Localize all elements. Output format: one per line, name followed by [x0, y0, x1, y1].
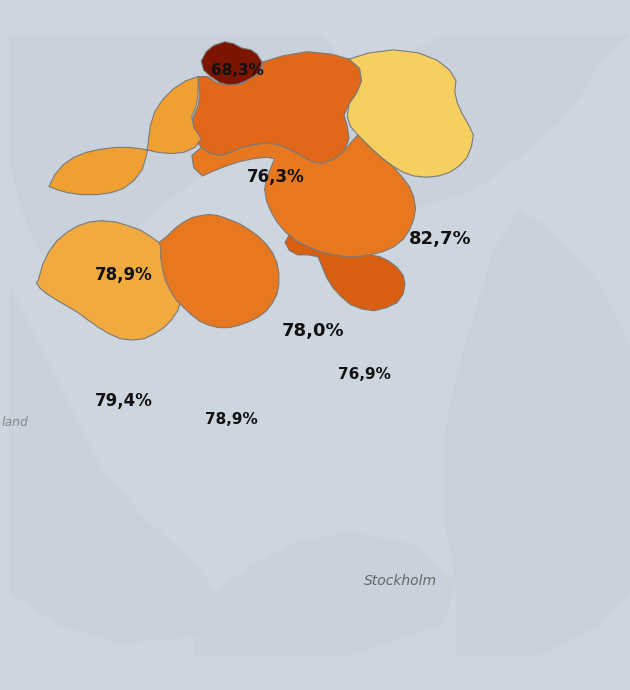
- Polygon shape: [195, 531, 456, 656]
- Polygon shape: [285, 235, 405, 310]
- Polygon shape: [201, 41, 262, 86]
- Text: 82,7%: 82,7%: [409, 230, 472, 248]
- Text: land: land: [1, 416, 28, 429]
- Text: 78,9%: 78,9%: [205, 412, 258, 427]
- Polygon shape: [192, 52, 363, 164]
- Polygon shape: [159, 215, 279, 328]
- Polygon shape: [49, 77, 201, 195]
- Polygon shape: [9, 34, 350, 283]
- Text: Stockholm: Stockholm: [364, 574, 437, 588]
- Polygon shape: [192, 135, 416, 257]
- Text: 68,3%: 68,3%: [211, 63, 264, 78]
- Polygon shape: [37, 221, 183, 340]
- Polygon shape: [347, 50, 473, 177]
- Text: 79,4%: 79,4%: [94, 392, 152, 410]
- Text: 76,3%: 76,3%: [247, 168, 305, 186]
- Polygon shape: [9, 283, 226, 643]
- Text: 76,9%: 76,9%: [338, 367, 391, 382]
- Polygon shape: [444, 208, 630, 656]
- Text: 78,0%: 78,0%: [282, 322, 345, 340]
- Polygon shape: [332, 34, 630, 221]
- Text: 78,9%: 78,9%: [94, 266, 152, 284]
